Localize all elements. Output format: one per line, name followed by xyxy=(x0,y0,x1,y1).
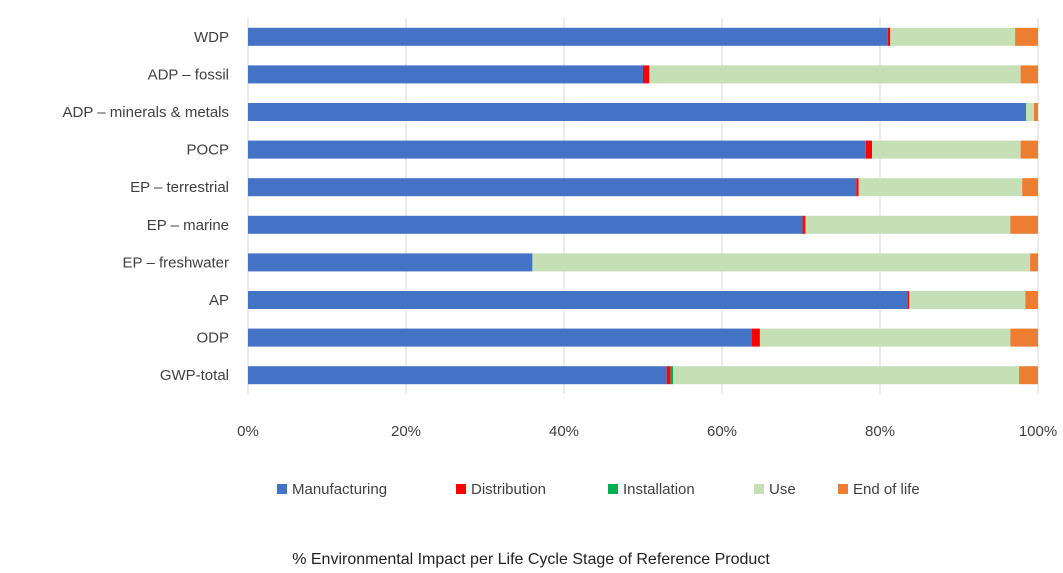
category-label: POCP xyxy=(186,142,229,159)
bar-segment xyxy=(643,65,650,84)
bar-segment xyxy=(890,27,1016,46)
legend-swatch xyxy=(838,484,848,494)
category-label: GWP-total xyxy=(160,367,229,384)
x-tick-labels: 0% 20% 40% 60% 80% 100% xyxy=(237,423,1057,440)
legend-label: Use xyxy=(769,481,796,498)
bar-segment xyxy=(865,140,873,159)
category-label: ODP xyxy=(196,330,229,347)
legend-label: Installation xyxy=(623,481,695,498)
legend-label: Manufacturing xyxy=(292,481,387,498)
legend-swatch xyxy=(608,484,618,494)
legend-label: End of life xyxy=(853,481,920,498)
bar-segment xyxy=(248,253,533,272)
bar-segment xyxy=(1025,291,1038,309)
bar-segment xyxy=(804,215,806,234)
legend-swatch xyxy=(754,484,764,494)
bar-segment xyxy=(248,140,866,159)
bar-segment xyxy=(666,366,671,385)
bar-segment xyxy=(248,178,857,197)
bar-segment xyxy=(1020,140,1038,159)
x-tick-label: 80% xyxy=(865,423,895,440)
legend-label: Distribution xyxy=(471,481,546,498)
bar-segment xyxy=(248,328,753,347)
bar-segment xyxy=(532,253,1031,272)
bars xyxy=(248,27,1038,385)
legend-swatch xyxy=(277,484,287,494)
category-label: ADP – minerals & metals xyxy=(63,104,229,121)
chart-title: % Environmental Impact per Life Cycle St… xyxy=(292,551,770,568)
category-label: EP – freshwater xyxy=(123,254,229,271)
bar-segment xyxy=(248,27,888,46)
bar-segment xyxy=(1015,27,1038,46)
bar-segment xyxy=(759,328,1011,347)
bar-segment xyxy=(673,366,1020,385)
bar-segment xyxy=(1019,366,1038,385)
bar-segment xyxy=(909,291,1026,309)
category-label: EP – terrestrial xyxy=(130,179,229,196)
bar-segment xyxy=(752,328,760,347)
bar-segment xyxy=(248,215,803,234)
legend: Manufacturing Distribution Installation Use… xyxy=(277,481,920,498)
bar-segment xyxy=(248,366,667,385)
bar-segment xyxy=(856,178,859,197)
bar-segment xyxy=(248,65,643,84)
category-label: AP xyxy=(209,292,229,309)
x-tick-label: 60% xyxy=(707,423,737,440)
legend-swatch xyxy=(456,484,466,494)
category-label: WDP xyxy=(194,29,229,46)
bar-segment xyxy=(858,178,1023,197)
bar-segment xyxy=(1026,103,1035,121)
category-label: ADP – fossil xyxy=(148,66,229,83)
bar-segment xyxy=(1010,328,1038,347)
category-labels: WDP ADP – fossil ADP – minerals & metals PO… xyxy=(63,29,229,384)
x-tick-label: 20% xyxy=(391,423,421,440)
bar-segment xyxy=(1010,215,1038,234)
x-tick-label: 100% xyxy=(1019,423,1057,440)
bar-segment xyxy=(1034,103,1038,121)
bar-segment xyxy=(907,291,910,309)
bar-segment xyxy=(670,366,674,385)
category-label: EP – marine xyxy=(147,217,229,234)
bar-segment xyxy=(248,103,1027,121)
bar-segment xyxy=(887,27,891,46)
bar-segment xyxy=(1022,178,1038,197)
bar-segment xyxy=(1030,253,1038,272)
x-tick-label: 0% xyxy=(237,423,259,440)
bar-segment xyxy=(248,291,908,309)
bar-segment xyxy=(802,215,805,234)
bar-segment xyxy=(872,140,1021,159)
x-tick-label: 40% xyxy=(549,423,579,440)
bar-segment xyxy=(805,215,1011,234)
bar-segment xyxy=(649,65,1021,84)
bar-segment xyxy=(1020,65,1038,84)
